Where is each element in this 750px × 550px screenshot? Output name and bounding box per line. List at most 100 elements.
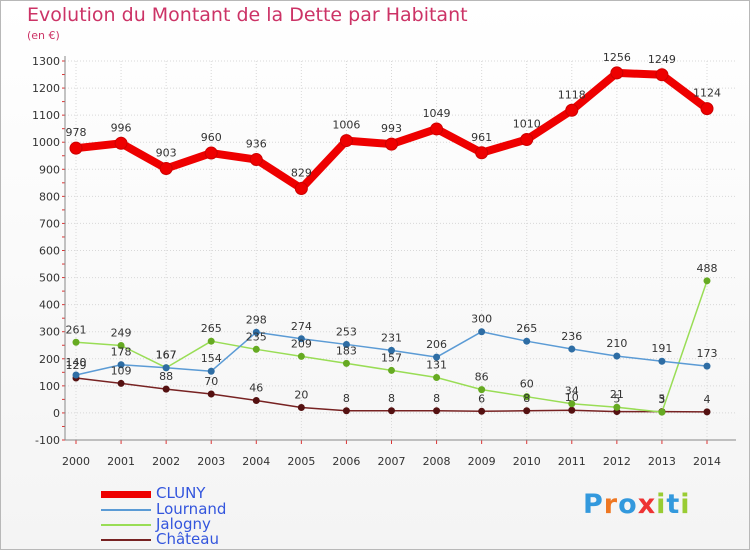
logo-letter: i — [680, 489, 691, 520]
data-label: 961 — [471, 131, 492, 144]
x-tick-label: 2008 — [423, 455, 451, 468]
logo-letter: o — [618, 489, 638, 520]
data-label: 1010 — [513, 118, 541, 131]
chart-title: Evolution du Montant de la Dette par Hab… — [27, 4, 468, 26]
data-point — [613, 403, 621, 411]
logo-letter: r — [603, 489, 619, 520]
logo-letter: P — [583, 489, 604, 520]
y-tick-label: -100 — [35, 434, 60, 447]
data-label: 109 — [111, 364, 132, 377]
x-tick-label: 2006 — [332, 455, 360, 468]
data-label: 1049 — [423, 107, 451, 120]
data-label: 131 — [426, 358, 447, 371]
data-point — [204, 146, 218, 160]
data-label: 1118 — [558, 88, 586, 101]
data-point — [658, 408, 666, 416]
data-point — [655, 68, 669, 82]
data-point — [252, 345, 260, 353]
x-tick-label: 2000 — [62, 455, 90, 468]
data-label: 60 — [520, 378, 534, 391]
data-label: 20 — [294, 389, 308, 402]
data-label: 236 — [561, 330, 582, 343]
data-label: 300 — [471, 313, 492, 326]
data-point — [475, 146, 489, 160]
y-tick-label: 400 — [39, 299, 60, 312]
data-point — [433, 353, 441, 361]
data-point — [339, 134, 353, 148]
data-point — [523, 393, 531, 401]
data-point — [294, 182, 308, 196]
data-label: 191 — [651, 342, 672, 355]
data-point — [72, 338, 80, 346]
data-point — [565, 103, 579, 117]
data-label: 8 — [343, 392, 350, 405]
data-label: 993 — [381, 122, 402, 135]
data-label: 829 — [291, 167, 312, 180]
x-tick-label: 2004 — [242, 455, 270, 468]
data-label: 34 — [565, 385, 579, 398]
legend-swatch-jalogny — [101, 524, 151, 526]
y-tick-label: 100 — [39, 380, 60, 393]
legend-label-cluny: CLUNY — [156, 484, 206, 502]
y-tick-label: 800 — [39, 190, 60, 203]
data-point — [388, 407, 395, 415]
data-label: 996 — [111, 121, 132, 134]
legend-label-lournand: Lournand — [156, 500, 227, 518]
data-point — [342, 340, 350, 348]
data-point — [207, 337, 215, 345]
legend-label-jalogny: Jalogny — [156, 515, 211, 533]
y-tick-label: 500 — [39, 272, 60, 285]
x-tick-label: 2007 — [378, 455, 406, 468]
data-label: 4 — [704, 393, 711, 406]
data-label: 206 — [426, 338, 447, 351]
data-label: 140 — [66, 356, 87, 369]
data-label: 210 — [606, 337, 627, 350]
data-point — [610, 66, 624, 80]
data-label: 274 — [291, 320, 312, 333]
y-tick-label: 0 — [53, 407, 60, 420]
data-point — [117, 361, 125, 369]
y-tick-label: 1200 — [32, 82, 60, 95]
data-point — [297, 335, 305, 343]
data-point — [117, 342, 125, 350]
data-label: 46 — [249, 381, 263, 394]
y-tick-label: 200 — [39, 353, 60, 366]
data-label: 265 — [201, 322, 222, 335]
legend-item-chateau: Château — [101, 530, 301, 548]
data-label: 10 — [565, 391, 579, 404]
data-label: 6 — [478, 392, 485, 405]
legend-item-jalogny: Jalogny — [101, 515, 301, 533]
legend-swatch-cluny — [101, 491, 151, 498]
y-tick-label: 600 — [39, 245, 60, 258]
logo-letter: i — [656, 489, 667, 520]
y-tick-label: 1100 — [32, 109, 60, 122]
data-point — [658, 357, 666, 365]
data-point — [433, 373, 441, 381]
data-label: 249 — [111, 327, 132, 340]
y-tick-label: 1300 — [32, 55, 60, 68]
data-label: 157 — [381, 351, 402, 364]
data-label: 1249 — [648, 53, 676, 66]
data-point — [69, 141, 83, 155]
data-label: 298 — [246, 313, 267, 326]
data-label: 167 — [156, 349, 177, 362]
data-point — [568, 345, 576, 353]
data-label: 5 — [658, 393, 665, 406]
data-label: 253 — [336, 325, 357, 338]
logo-letter: x — [637, 489, 657, 520]
data-label: 70 — [204, 375, 218, 388]
data-label: 209 — [291, 337, 312, 350]
data-point — [478, 386, 486, 394]
data-point — [162, 364, 170, 372]
data-label: 1124 — [693, 87, 721, 100]
data-point — [117, 379, 125, 387]
data-point — [703, 362, 711, 370]
data-point — [342, 359, 350, 367]
data-label: 265 — [516, 322, 537, 335]
data-label: 1256 — [603, 51, 631, 64]
legend-item-cluny: CLUNY — [101, 484, 301, 502]
data-label: 8 — [388, 392, 395, 405]
data-point — [520, 133, 534, 147]
data-point — [700, 102, 714, 116]
